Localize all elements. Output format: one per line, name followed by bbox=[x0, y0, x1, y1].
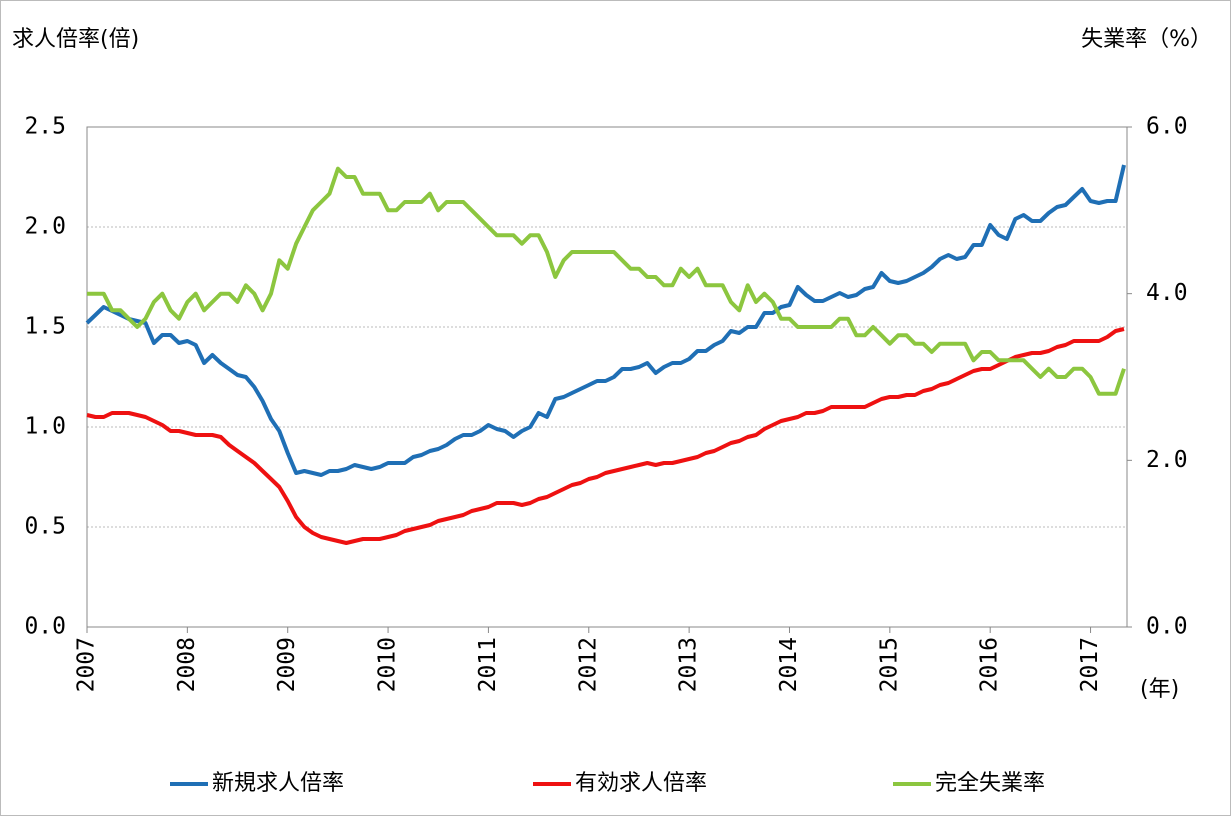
y-tick-label: 2.5 bbox=[24, 114, 66, 140]
y-tick-label: 1.5 bbox=[24, 314, 66, 340]
legend-label: 完全失業率 bbox=[935, 771, 1045, 796]
y-axis-title: 求人倍率(倍) bbox=[12, 27, 139, 52]
y-tick-label: 0.0 bbox=[24, 614, 66, 640]
y2-tick-label: 6.0 bbox=[1146, 114, 1188, 140]
x-tick-label: 2015 bbox=[876, 637, 902, 692]
x-tick-label: 2012 bbox=[575, 637, 601, 692]
series-line bbox=[86, 327, 1125, 545]
legend-label: 有効求人倍率 bbox=[575, 771, 707, 796]
x-tick-label: 2016 bbox=[977, 637, 1003, 692]
x-tick-label: 2014 bbox=[776, 637, 802, 692]
x-tick-label: 2007 bbox=[74, 637, 100, 692]
y2-tick-label: 0.0 bbox=[1146, 614, 1188, 640]
legend-label: 新規求人倍率 bbox=[212, 771, 344, 796]
y-tick-label: 0.5 bbox=[24, 514, 66, 540]
y2-tick-label: 2.0 bbox=[1146, 447, 1188, 473]
x-tick-label: 2017 bbox=[1077, 637, 1103, 692]
x-tick-label: 2013 bbox=[676, 637, 702, 692]
series-line bbox=[87, 166, 1126, 396]
x-axis-title: (年) bbox=[1140, 677, 1179, 702]
x-tick-label: 2010 bbox=[375, 637, 401, 692]
series-line bbox=[85, 164, 1126, 477]
x-tick-label: 2008 bbox=[174, 637, 200, 692]
y-tick-label: 2.0 bbox=[24, 214, 66, 240]
plot-frame bbox=[86, 126, 1128, 628]
y-tick-label: 1.0 bbox=[24, 414, 66, 440]
x-tick-label: 2011 bbox=[475, 637, 501, 692]
x-tick-label: 2009 bbox=[274, 637, 300, 692]
y2-tick-label: 4.0 bbox=[1146, 280, 1188, 306]
y2-axis-title: 失業率（%） bbox=[1081, 27, 1212, 52]
